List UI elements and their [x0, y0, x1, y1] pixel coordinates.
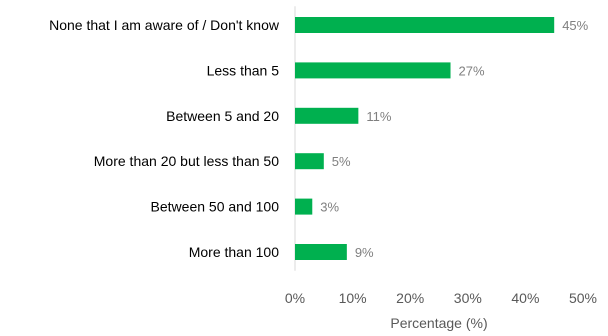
value-label-more-than-100: 9% [355, 245, 374, 260]
category-labels-group: None that I am aware of / Don't know Less… [49, 17, 280, 260]
bar-more-than-20-but-less-than-50 [295, 153, 324, 170]
category-label-less-than-5: Less than 5 [207, 62, 280, 78]
bar-more-than-100 [295, 244, 347, 260]
x-tick-label-0: 0% [285, 290, 305, 306]
value-label-none-that-i-am-aware-of-don-t-know: 45% [562, 18, 588, 33]
bars-group [295, 17, 555, 260]
bar-less-than-5 [295, 62, 451, 79]
bar-none-that-i-am-aware-of-don-t-know [295, 17, 555, 33]
category-label-more-than-20-but-less-than-50: More than 20 but less than 50 [94, 153, 279, 169]
x-tick-label-30: 30% [454, 290, 482, 306]
x-tick-labels-group: 0% 10% 20% 30% 40% 50% [285, 290, 597, 306]
value-label-more-than-20-but-less-than-50: 5% [332, 154, 351, 169]
value-label-between-50-and-100: 3% [320, 200, 339, 215]
category-label-none-that-i-am-aware-of-don-t-know: None that I am aware of / Don't know [49, 17, 280, 33]
bar-between-5-and-20 [295, 107, 359, 124]
x-tick-label-20: 20% [396, 290, 424, 306]
bar-between-50-and-100 [295, 198, 313, 215]
x-axis-title: Percentage (%) [390, 315, 487, 331]
value-label-less-than-5: 27% [459, 63, 485, 78]
x-tick-label-40: 40% [511, 290, 539, 306]
category-label-more-than-100: More than 100 [189, 244, 279, 260]
value-label-between-5-and-20: 11% [366, 109, 391, 124]
value-labels-group: 45% 27% 11% 5% 3% 9% [320, 18, 588, 260]
category-label-between-5-and-20: Between 5 and 20 [166, 108, 279, 124]
x-tick-label-10: 10% [339, 290, 367, 306]
category-label-between-50-and-100: Between 50 and 100 [151, 199, 280, 215]
x-tick-label-50: 50% [569, 290, 597, 306]
